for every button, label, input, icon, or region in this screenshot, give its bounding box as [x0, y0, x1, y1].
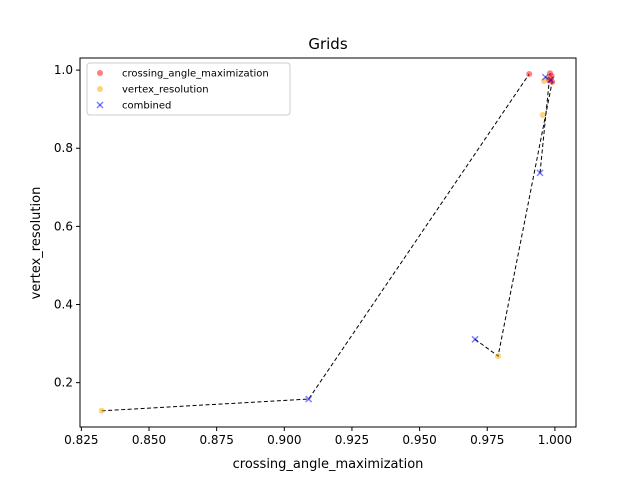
data-point-2-2: [536, 169, 544, 177]
legend-marker-2: [96, 101, 104, 109]
legend: crossing_angle_maximization vertex_resolu…: [86, 62, 291, 116]
x-tick-label: 0.975: [470, 433, 504, 447]
legend-label: vertex_resolution: [122, 85, 209, 96]
y-axis-label: vertex_resolution: [29, 187, 44, 300]
front-line-0: [101, 73, 530, 412]
data-point-1-2: [539, 112, 546, 119]
y-tick-label: 1.0: [54, 63, 73, 77]
y-axis: 0.2 0.4 0.6 0.8 1.0: [54, 63, 80, 390]
data-point-1-0: [98, 407, 105, 414]
chart-title: Grids: [308, 35, 347, 53]
data-point-2-3: [541, 73, 549, 81]
x-tick-label: 1.000: [538, 433, 572, 447]
x-tick-label: 0.875: [199, 433, 233, 447]
legend-box: [86, 62, 291, 116]
x-axis: 0.825 0.850 0.875 0.900 0.925 0.950 0.975 1.000: [64, 427, 572, 447]
legend-entry-combined: combined: [96, 101, 171, 112]
series-combined: [305, 73, 555, 403]
plot-frame: [79, 57, 577, 428]
data-point-2-4: [547, 76, 555, 84]
x-tick-label: 0.850: [132, 433, 166, 447]
legend-label: crossing_angle_maximization: [122, 69, 269, 80]
x-axis-label: crossing_angle_maximization: [233, 457, 424, 472]
data-point-2-0: [305, 395, 313, 403]
x-tick-label: 0.925: [335, 433, 369, 447]
data-point-1-1: [495, 353, 502, 360]
plot-area: [98, 70, 556, 414]
y-tick-label: 0.4: [54, 298, 73, 312]
x-tick-label: 0.900: [267, 433, 301, 447]
legend-marker-1: [97, 86, 103, 92]
series-vertex_resolution: [98, 74, 552, 414]
legend-entry-vertex_resolution: vertex_resolution: [97, 85, 209, 96]
front-line-2: [539, 73, 551, 173]
legend-label: combined: [122, 101, 171, 112]
legend-entry-crossing_angle_maximization: crossing_angle_maximization: [97, 69, 269, 80]
y-tick-label: 0.8: [54, 141, 73, 155]
y-tick-label: 0.2: [54, 376, 73, 390]
data-point-0-0: [526, 71, 533, 78]
x-tick-label: 0.950: [402, 433, 436, 447]
data-point-2-1: [471, 335, 479, 343]
x-tick-label: 0.825: [64, 433, 98, 447]
y-tick-label: 0.6: [54, 219, 73, 233]
legend-marker-0: [97, 70, 103, 76]
